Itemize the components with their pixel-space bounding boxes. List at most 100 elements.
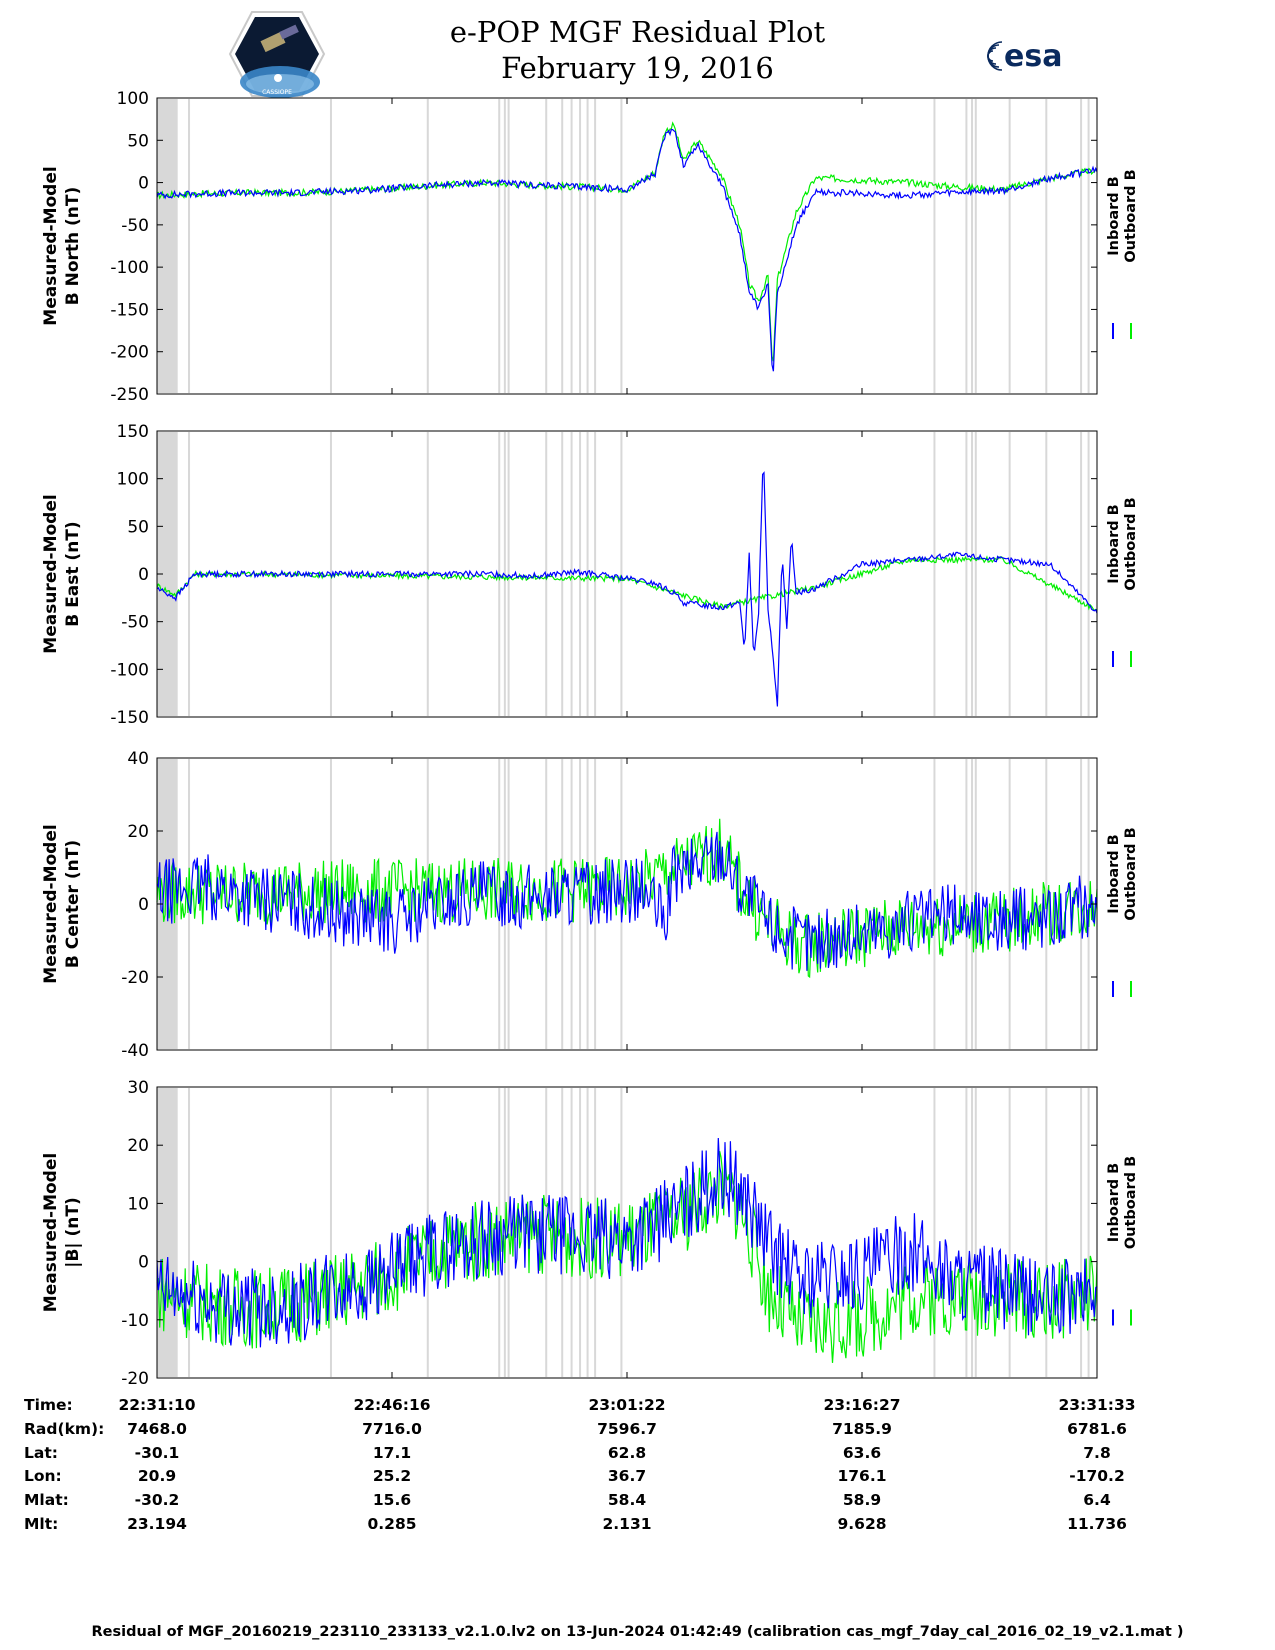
orbit-row-label: Lat: — [24, 1444, 58, 1462]
y-tick-label: -50 — [121, 613, 149, 633]
data-gap-band — [965, 1088, 968, 1377]
legend-entry: Outboard B — [1123, 1156, 1139, 1249]
orbit-cell: 23.194 — [127, 1515, 187, 1533]
page-title: e-POP MGF Residual Plot February 19, 201… — [0, 14, 1275, 86]
data-gap-band — [1045, 432, 1048, 716]
orbit-cell: 7185.9 — [832, 1420, 892, 1438]
title-line-1: e-POP MGF Residual Plot — [449, 15, 826, 49]
orbit-row-label: Rad(km): — [24, 1420, 105, 1438]
series-inboard-line — [156, 128, 1098, 372]
data-gap-band — [157, 99, 178, 393]
data-gap-band — [188, 99, 191, 393]
data-gap-band — [971, 432, 974, 716]
orbit-cell: 58.9 — [842, 1491, 882, 1509]
data-gap-band — [594, 1088, 597, 1377]
data-gap-band — [965, 99, 968, 393]
series-inboard-line — [156, 1137, 1098, 1348]
orbit-row-label: Lon: — [24, 1467, 62, 1485]
y-tick-label: 20 — [127, 1136, 149, 1156]
data-gap-band — [620, 99, 623, 393]
data-gap-band — [974, 99, 977, 393]
data-gap-band — [965, 432, 968, 716]
data-gap-band — [971, 99, 974, 393]
y-tick-label: 50 — [127, 517, 149, 537]
legend-entry: Inboard B — [1106, 504, 1122, 583]
orbit-cell: 176.1 — [837, 1467, 887, 1485]
data-gap-band — [971, 1088, 974, 1377]
svg-text:|B| (nT): |B| (nT) — [63, 1197, 83, 1268]
orbit-cell: 7716.0 — [362, 1420, 422, 1438]
orbit-cell: 25.2 — [372, 1467, 412, 1485]
y-tick-label: -150 — [110, 708, 149, 728]
series-inboard-line — [156, 831, 1098, 971]
plot-frame — [156, 757, 1098, 1051]
orbit-cell: 15.6 — [372, 1491, 412, 1509]
orbit-cell: 17.1 — [372, 1444, 412, 1462]
orbit-cell: 63.6 — [842, 1444, 882, 1462]
data-gap-band — [498, 99, 501, 393]
legend-entry: Inboard B — [1106, 834, 1122, 913]
data-gap-band — [620, 432, 623, 716]
y-tick-label: -20 — [121, 968, 149, 988]
data-gap-band — [586, 759, 589, 1049]
legend: Inboard B Outboard B — [1106, 1156, 1139, 1249]
legend-entry: Outboard B — [1123, 497, 1139, 590]
data-gap-band — [545, 759, 548, 1049]
legend: Inboard B Outboard B — [1106, 497, 1139, 590]
svg-text:esa: esa — [1004, 39, 1062, 74]
data-gap-band — [157, 432, 178, 716]
y-tick-label: -20 — [121, 1369, 149, 1389]
data-gap-band — [974, 1088, 977, 1377]
data-gap-band — [1080, 432, 1083, 716]
data-gap-band — [570, 99, 573, 393]
legend-entry: Outboard B — [1123, 827, 1139, 920]
y-tick-label: -40 — [121, 1041, 149, 1061]
orbit-cell: 58.4 — [607, 1491, 647, 1509]
data-gap-band — [507, 1088, 510, 1377]
data-gap-band — [579, 99, 582, 393]
data-gap-band — [329, 1088, 332, 1377]
y-tick-label: -100 — [110, 258, 149, 278]
data-gap-band — [503, 99, 506, 393]
y-tick-label: 0 — [138, 174, 149, 194]
series-outboard-line — [156, 555, 1098, 612]
data-gap-band — [586, 99, 589, 393]
data-gap-band — [329, 99, 332, 393]
data-gap-band — [1080, 99, 1083, 393]
y-tick-label: 20 — [127, 822, 149, 842]
orbit-cell: -30.2 — [134, 1491, 180, 1509]
y-axis-label: Measured-Model B Center (nT) — [41, 824, 83, 983]
orbit-row-label: Mlt: — [24, 1515, 59, 1533]
data-gap-band — [933, 432, 936, 716]
y-tick-label: 0 — [138, 565, 149, 585]
data-gap-band — [570, 759, 573, 1049]
data-gap-band — [498, 759, 501, 1049]
data-gap-band — [157, 1088, 178, 1377]
orbit-cell: -170.2 — [1069, 1467, 1125, 1485]
svg-text:Measured-Model: Measured-Model — [41, 494, 61, 653]
orbit-cell: 7468.0 — [127, 1420, 187, 1438]
data-gap-band — [1008, 432, 1011, 716]
orbit-row-label: Mlat: — [24, 1491, 69, 1509]
plot-frame — [156, 97, 1098, 395]
orbit-cell: 6.4 — [1083, 1491, 1111, 1509]
orbit-cell: 6781.6 — [1067, 1420, 1127, 1438]
y-axis-label: Measured-Model |B| (nT) — [41, 1153, 83, 1312]
legend-entry: Inboard B — [1106, 176, 1122, 255]
svg-text:B Center (nT): B Center (nT) — [63, 840, 83, 968]
y-tick-label: 100 — [117, 470, 149, 490]
orbit-cell: -30.1 — [134, 1444, 180, 1462]
orbit-cell: 36.7 — [607, 1467, 647, 1485]
y-axis-label: Measured-Model B East (nT) — [41, 494, 83, 653]
data-gap-band — [579, 759, 582, 1049]
orbit-cell: 2.131 — [602, 1515, 652, 1533]
title-line-2: February 19, 2016 — [501, 51, 774, 85]
legend: Inboard B Outboard B — [1106, 169, 1139, 262]
orbit-cell: 23:16:27 — [823, 1396, 901, 1414]
footer-caption: Residual of MGF_20160219_223110_233133_v… — [91, 1624, 1184, 1640]
data-gap-band — [579, 1088, 582, 1377]
series-inboard-line — [156, 471, 1098, 707]
legend-entry: Inboard B — [1106, 1163, 1122, 1242]
data-gap-band — [974, 432, 977, 716]
data-gap-band — [570, 432, 573, 716]
